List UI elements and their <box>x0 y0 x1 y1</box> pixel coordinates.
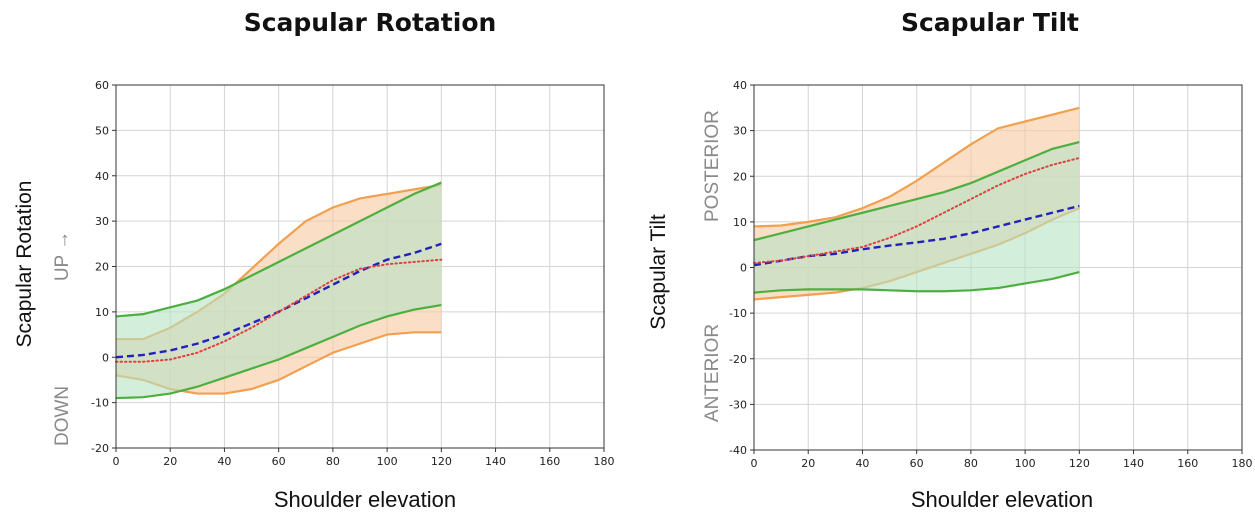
chart-title-rotation: Scapular Rotation <box>243 8 497 37</box>
x-axis-label-rotation: Shoulder elevation <box>273 487 457 512</box>
x-tick-label: 100 <box>377 455 398 468</box>
x-tick-label: 40 <box>217 455 231 468</box>
blue-dashed-series <box>753 204 1080 267</box>
y-tick-label: 0 <box>740 262 747 275</box>
x-tick-label: 120 <box>431 455 452 468</box>
x-tick-label: 160 <box>1177 457 1198 470</box>
x-tick-label: 180 <box>1232 457 1253 470</box>
y-tick-label: 10 <box>733 216 747 229</box>
y-tick-label: -40 <box>729 444 747 457</box>
green-band-upper-line <box>753 140 1080 242</box>
x-tick-label: 120 <box>1069 457 1090 470</box>
y-tick-label: -30 <box>729 398 747 411</box>
y-tick-label: -10 <box>729 307 747 320</box>
red-dotted-series <box>115 258 443 363</box>
chart-title-tilt: Scapular Tilt <box>900 8 1079 37</box>
x-tick-label: 40 <box>855 457 869 470</box>
green-band-upper-line <box>115 181 442 318</box>
y-tick-label: 20 <box>733 170 747 183</box>
y-tick-label: 20 <box>95 261 109 274</box>
red-dotted-series <box>753 157 1081 264</box>
y-tick-label: 0 <box>102 351 109 364</box>
y-tick-label: 30 <box>733 125 747 138</box>
x-axis-label-tilt: Shoulder elevation <box>910 487 1094 512</box>
y-tick-label: 60 <box>95 79 109 92</box>
y-tick-label: -10 <box>91 397 109 410</box>
x-tick-label: 80 <box>326 455 340 468</box>
x-tick-label: 60 <box>910 457 924 470</box>
x-tick-label: 20 <box>801 457 815 470</box>
x-tick-label: 0 <box>113 455 120 468</box>
green-band-lower-line <box>753 270 1080 294</box>
x-tick-label: 0 <box>751 457 758 470</box>
orange-band-upper-line <box>753 106 1080 228</box>
y-tick-label: 40 <box>733 79 747 92</box>
x-tick-label: 160 <box>539 455 560 468</box>
y-tick-label: 40 <box>95 170 109 183</box>
x-tick-label: 180 <box>594 455 615 468</box>
x-tick-label: 80 <box>964 457 978 470</box>
x-tick-label: 140 <box>1123 457 1144 470</box>
x-tick-label: 100 <box>1015 457 1036 470</box>
y-tick-label: 30 <box>95 215 109 228</box>
y-tick-label: 10 <box>95 306 109 319</box>
x-tick-label: 140 <box>485 455 506 468</box>
y-tick-label: -20 <box>91 442 109 455</box>
y-tick-label: 50 <box>95 124 109 137</box>
x-tick-label: 20 <box>163 455 177 468</box>
green-band-lower-line <box>115 303 442 400</box>
y-tick-label: -20 <box>729 353 747 366</box>
x-tick-label: 60 <box>272 455 286 468</box>
